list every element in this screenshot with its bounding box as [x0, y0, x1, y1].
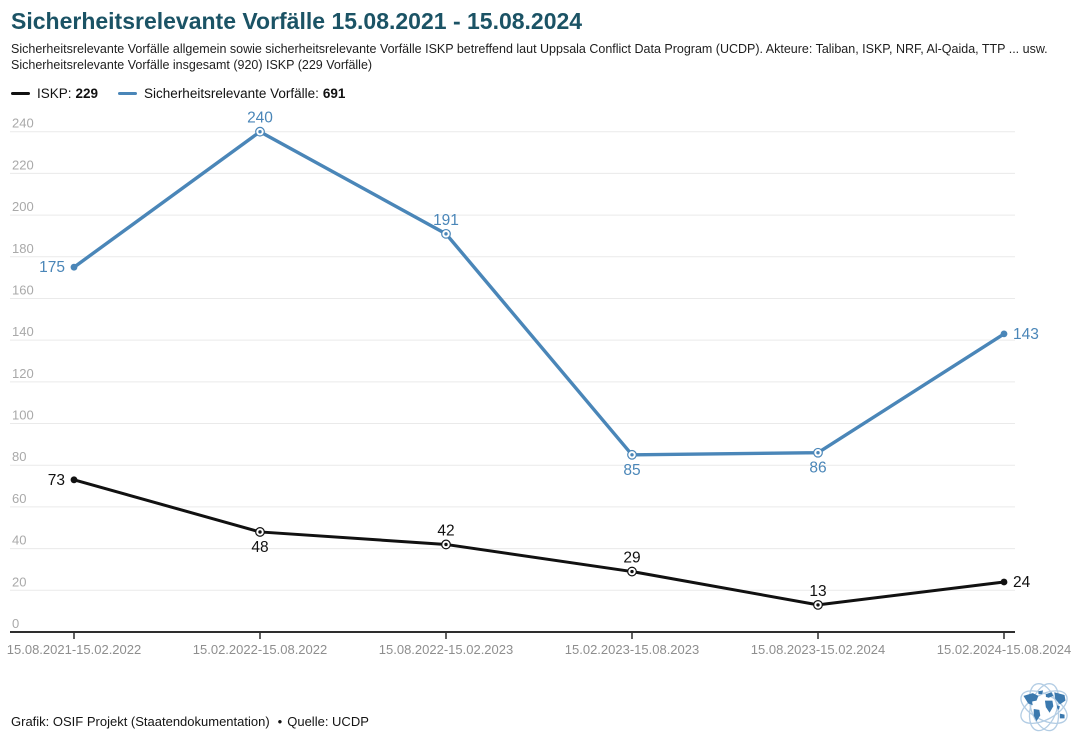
legend-label-iskp: ISKP: 229: [37, 86, 99, 101]
y-axis-tick-label: 120: [12, 366, 34, 381]
y-axis-tick-label: 240: [12, 116, 34, 131]
data-point-label: 175: [39, 259, 65, 276]
data-point-label: 13: [809, 583, 826, 600]
y-axis-tick-label: 40: [12, 533, 26, 548]
chart-header: Sicherheitsrelevante Vorfälle 15.08.2021…: [11, 8, 1070, 101]
x-axis-tick-label: 15.08.2021-15.02.2022: [7, 642, 141, 657]
footer-credit: Grafik: OSIF Projekt (Staatendokumentati…: [11, 714, 270, 729]
y-axis-tick-label: 100: [12, 408, 34, 423]
x-axis-tick-label: 15.08.2023-15.02.2024: [751, 642, 885, 657]
data-point-label: 143: [1013, 326, 1039, 343]
y-axis-tick-label: 220: [12, 157, 34, 172]
y-axis-tick-label: 140: [12, 324, 34, 339]
legend-label-vorfaelle: Sicherheitsrelevante Vorfälle: 691: [144, 86, 346, 101]
y-axis-tick-label: 180: [12, 241, 34, 256]
legend-item-iskp: ISKP: 229: [11, 86, 98, 101]
chart-footer: Grafik: OSIF Projekt (Staatendokumentati…: [11, 714, 369, 729]
chart-title: Sicherheitsrelevante Vorfälle 15.08.2021…: [11, 8, 583, 34]
data-point-center: [816, 603, 820, 607]
data-point-center: [444, 542, 448, 547]
data-point-center: [816, 451, 820, 455]
x-axis-tick-label: 15.02.2023-15.08.2023: [565, 642, 699, 657]
chart-description: Sicherheitsrelevante Vorfälle allgemein …: [11, 42, 1070, 73]
data-point: [70, 263, 78, 271]
data-point-label: 240: [247, 110, 273, 127]
x-axis-tick-label: 15.08.2022-15.02.2023: [379, 642, 513, 657]
x-axis-tick-label: 15.02.2024-15.08.2024: [937, 642, 1071, 657]
data-point-label: 24: [1013, 574, 1031, 591]
legend-swatch-vorfaelle: [118, 91, 138, 96]
chart-description-line1: Sicherheitsrelevante Vorfälle allgemein …: [11, 42, 1048, 56]
data-point-label: 86: [809, 460, 826, 477]
chart-description-line2: Sicherheitsrelevante Vorfälle insgesamt …: [11, 57, 373, 72]
data-point-label: 48: [251, 539, 268, 556]
footer-separator: •: [277, 714, 283, 729]
data-point-center: [630, 453, 634, 457]
data-point: [70, 476, 78, 484]
data-point-label: 42: [437, 522, 454, 539]
data-point: [1000, 578, 1008, 586]
data-point-label: 85: [623, 462, 640, 479]
footer-source: Quelle: UCDP: [287, 714, 369, 729]
osif-globe-logo: [1020, 683, 1068, 732]
series-line-iskp: [72, 478, 1006, 607]
data-point-center: [258, 530, 262, 534]
data-point-label: 29: [623, 550, 640, 567]
y-axis-tick-label: 160: [12, 282, 34, 297]
data-point-label: 73: [48, 472, 65, 489]
legend-item-vorfaelle: Sicherheitsrelevante Vorfälle: 691: [118, 86, 345, 101]
data-point: [1000, 330, 1008, 338]
y-axis-tick-label: 0: [12, 616, 19, 631]
legend-swatch-iskp: [11, 91, 30, 96]
y-axis-tick-label: 80: [12, 449, 26, 464]
y-axis-tick-label: 20: [12, 574, 26, 589]
data-point-center: [258, 130, 262, 134]
world-map-continents: [1023, 690, 1066, 722]
x-axis-tick-label: 15.02.2022-15.08.2022: [193, 642, 327, 657]
data-point-center: [630, 569, 634, 574]
legend: ISKP: 229 Sicherheitsrelevante Vorfälle: 6…: [11, 86, 1070, 101]
y-axis-tick-label: 200: [12, 199, 34, 214]
data-point-label: 191: [433, 212, 459, 229]
series-line-vorfaelle: [72, 129, 1006, 457]
y-axis-tick-label: 60: [12, 491, 26, 506]
data-point-center: [444, 232, 448, 236]
